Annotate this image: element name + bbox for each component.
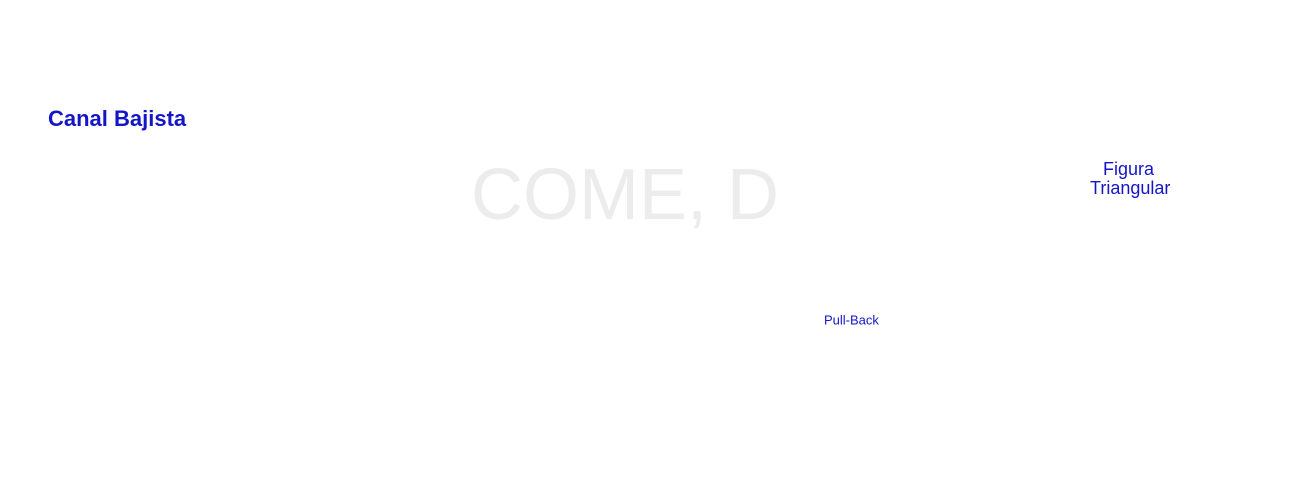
annotation: Pull-Back bbox=[824, 312, 879, 327]
annotation: Figura bbox=[1103, 159, 1155, 179]
annotation: Triangular bbox=[1090, 178, 1170, 198]
annotation: Canal Bajista bbox=[48, 106, 187, 131]
watermark: COME, D bbox=[471, 155, 779, 235]
